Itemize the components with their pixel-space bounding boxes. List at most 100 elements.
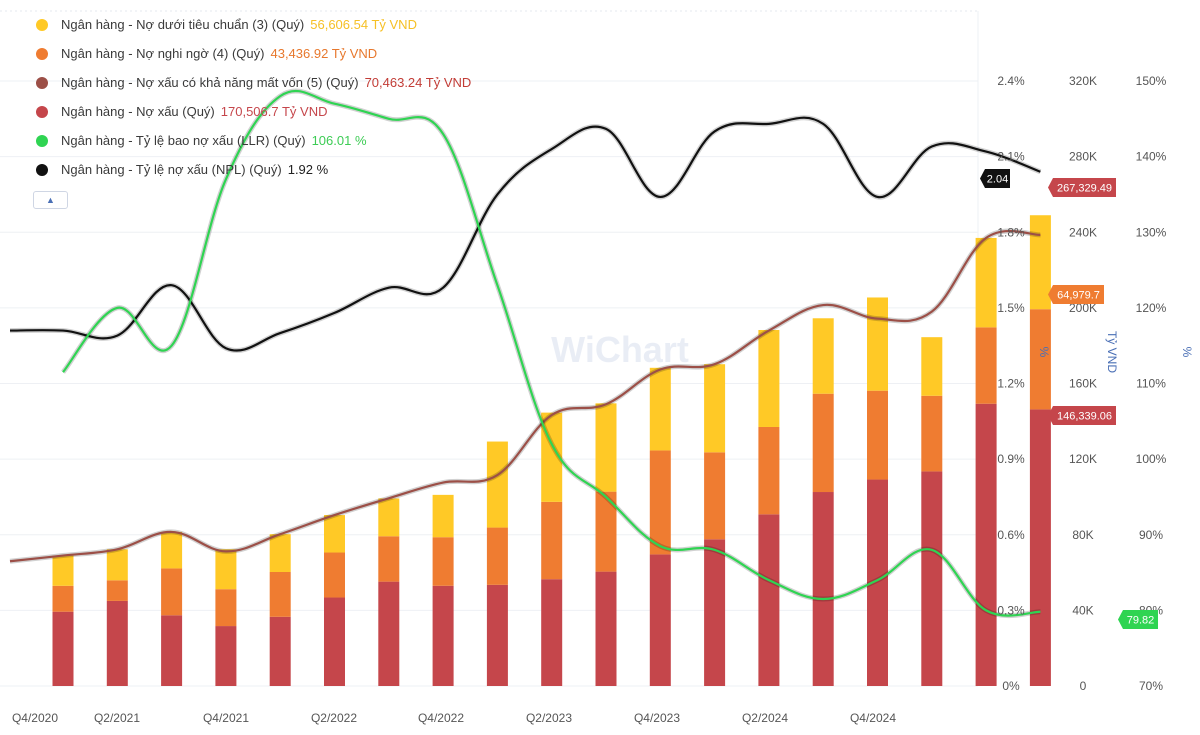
bar-segment-substandard <box>812 318 834 394</box>
bars-layer <box>52 215 1051 686</box>
bar-segment-loss <box>161 615 183 686</box>
bar-segment-substandard <box>704 364 726 453</box>
y-axis-pct-title: % <box>1037 347 1051 358</box>
legend-item-doubtful-debt[interactable]: Ngân hàng - Nợ nghi ngờ (4) (Quý) 43,436… <box>36 39 471 68</box>
y-axis-llr-title: % <box>1180 347 1194 358</box>
bar-segment-loss <box>975 403 997 686</box>
legend-dot-icon <box>36 105 48 118</box>
bar-segment-doubtful <box>52 585 74 612</box>
x-axis-tick: Q4/2023 <box>634 711 680 725</box>
y-axis-vnd-tick: 160K <box>1069 377 1097 391</box>
y-axis-llr-tick: 70% <box>1139 679 1163 693</box>
collapse-legend-button[interactable]: ▲ <box>33 191 68 209</box>
y-axis-vnd-tick: 200K <box>1069 301 1097 315</box>
bar-segment-loss <box>215 626 237 686</box>
bar-segment-loss <box>52 611 74 686</box>
bar-segment-loss <box>921 471 943 686</box>
bar-segment-loss <box>1029 409 1051 686</box>
y-axis-pct-tick: 1.8% <box>997 225 1025 239</box>
legend-label: Ngân hàng - Nợ nghi ngờ (4) (Quý) <box>61 46 265 61</box>
flags-layer: 2.04 267,329.49 64,979.7 146,339.06 79.82 <box>980 169 1158 629</box>
bar-segment-substandard <box>52 555 74 586</box>
bar-segment-doubtful <box>867 390 888 480</box>
y-axis-vnd-tick: 240K <box>1069 225 1097 239</box>
y-axis-pct-tick: 1.2% <box>997 377 1025 391</box>
bar-segment-doubtful <box>324 552 345 598</box>
y-axis-vnd-tick: 120K <box>1069 452 1097 466</box>
bar-segment-substandard <box>432 494 454 538</box>
bar-segment-doubtful <box>1029 309 1051 410</box>
value-flag <box>1048 406 1116 425</box>
y-axis-pct-tick: 0% <box>1002 679 1020 693</box>
y-axis-vnd-title: Tỷ VND <box>1105 331 1119 373</box>
bar-segment-substandard <box>975 237 997 328</box>
bar-segment-doubtful <box>106 580 128 601</box>
bar-segment-loss <box>324 597 345 686</box>
y-axis-llr-tick: 100% <box>1136 452 1167 466</box>
bar-segment-doubtful <box>649 450 671 555</box>
y-axis-vnd-tick: 80K <box>1072 528 1093 542</box>
value-flag <box>980 169 1010 188</box>
value-flag <box>1048 285 1104 304</box>
y-axis-vnd-tick: 40K <box>1072 603 1093 617</box>
bar-segment-substandard <box>324 515 345 553</box>
bar-segment-substandard <box>269 534 291 572</box>
bar-segment-loss <box>486 584 508 686</box>
legend-item-substandard-debt[interactable]: Ngân hàng - Nợ dưới tiêu chuẩn (3) (Quý)… <box>36 10 471 39</box>
bar-segment-doubtful <box>161 568 183 616</box>
legend-value: 70,463.24 Tỷ VND <box>364 75 472 90</box>
bar-segment-substandard <box>161 531 183 569</box>
legend-item-loss-debt[interactable]: Ngân hàng - Nợ xấu có khả năng mất vốn (… <box>36 68 471 97</box>
legend-item-llr[interactable]: Ngân hàng - Tỷ lệ bao nợ xấu (LLR) (Quý)… <box>36 126 471 155</box>
x-axis-tick: Q4/2022 <box>418 711 464 725</box>
legend-dot-icon <box>36 134 48 147</box>
bar-segment-loss <box>378 581 400 686</box>
legend-value: 1.92 % <box>287 162 329 177</box>
legend-value: 170,506.7 Tỷ VND <box>220 104 328 119</box>
bar-segment-doubtful <box>541 501 563 580</box>
legend-label: Ngân hàng - Nợ xấu (Quý) <box>61 104 215 119</box>
bar-segment-doubtful <box>432 537 454 586</box>
value-flag <box>1048 178 1116 197</box>
y-axis-llr-tick: 150% <box>1136 74 1167 88</box>
y-axis-llr-tick: 130% <box>1136 225 1167 239</box>
bar-segment-loss <box>595 571 617 686</box>
watermark: WiChart <box>551 329 689 370</box>
bar-segment-substandard <box>1029 215 1051 310</box>
bar-segment-substandard <box>758 329 780 427</box>
bar-segment-substandard <box>106 549 128 581</box>
chart-legend: Ngân hàng - Nợ dưới tiêu chuẩn (3) (Quý)… <box>36 10 471 184</box>
legend-label: Ngân hàng - Tỷ lệ nợ xấu (NPL) (Quý) <box>61 162 282 177</box>
bar-segment-doubtful <box>595 491 617 572</box>
line-llr <box>62 90 1041 617</box>
y-axis-llr-tick: 110% <box>1136 377 1166 391</box>
x-axis-tick: Q4/2020 <box>12 711 58 725</box>
x-axis-tick: Q2/2022 <box>311 711 357 725</box>
bar-segment-doubtful <box>975 327 997 404</box>
bar-segment-loss <box>867 479 888 686</box>
bar-segment-doubtful <box>758 426 780 515</box>
x-axis-tick: Q4/2024 <box>850 711 896 725</box>
bar-segment-substandard <box>921 337 943 396</box>
y-axis-vnd-tick: 280K <box>1069 150 1097 164</box>
y-axis-pct-tick: 2.1% <box>997 150 1025 164</box>
bar-segment-doubtful <box>921 395 943 472</box>
bar-segment-doubtful <box>704 452 726 540</box>
legend-dot-icon <box>36 76 48 89</box>
legend-item-npl[interactable]: Ngân hàng - Tỷ lệ nợ xấu (NPL) (Quý) 1.9… <box>36 155 471 184</box>
bar-segment-doubtful <box>812 393 834 493</box>
x-axis-tick: Q2/2024 <box>742 711 788 725</box>
bar-segment-loss <box>649 554 671 686</box>
legend-dot-icon <box>36 163 48 176</box>
legend-label: Ngân hàng - Nợ xấu có khả năng mất vốn (… <box>61 75 359 90</box>
bar-segment-loss <box>812 492 834 686</box>
value-flag-label: 267,329.49 <box>1057 183 1112 195</box>
y-axis-llr-tick: 120% <box>1136 301 1167 315</box>
bar-segment-doubtful <box>486 527 508 585</box>
line-bad-debt <box>9 229 1041 563</box>
legend-value: 56,606.54 Tỷ VND <box>310 17 417 32</box>
value-flag-label: 146,339.06 <box>1057 411 1112 423</box>
legend-item-bad-debt[interactable]: Ngân hàng - Nợ xấu (Quý) 170,506.7 Tỷ VN… <box>36 97 471 126</box>
y-axis-llr-tick: 140% <box>1136 150 1167 164</box>
x-axis-tick: Q2/2021 <box>94 711 140 725</box>
